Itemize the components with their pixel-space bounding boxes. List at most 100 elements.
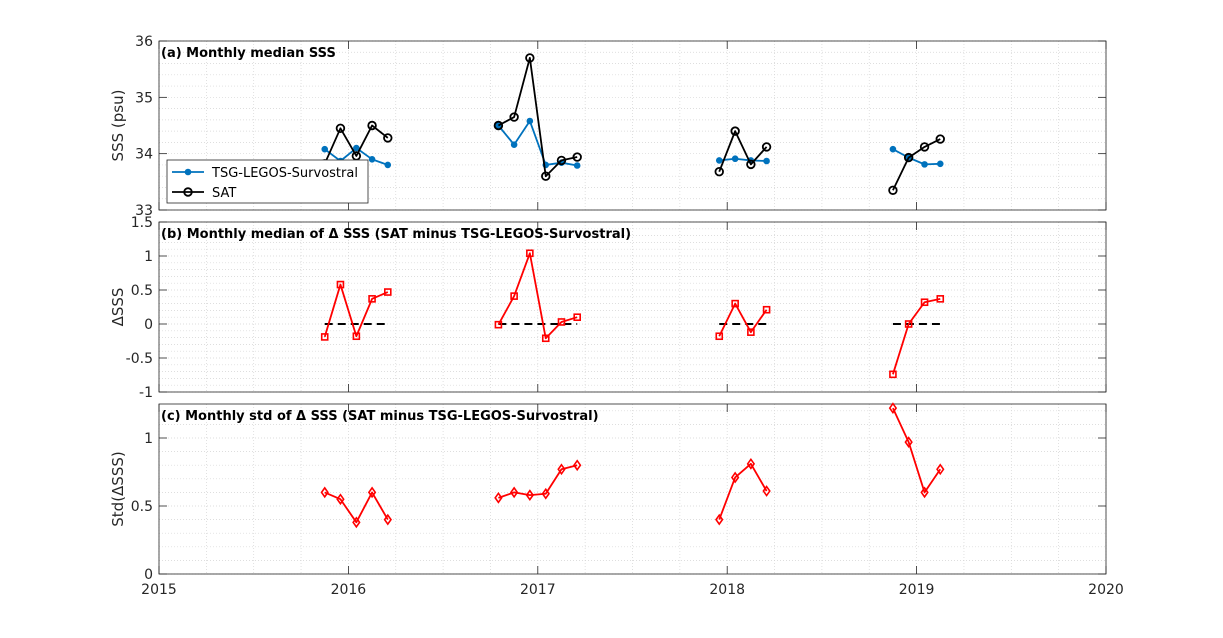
- data-point: [494, 491, 503, 504]
- series-series-1: [320, 249, 945, 379]
- panel-title: (a) Monthly median SSS: [161, 46, 336, 61]
- data-point: [541, 171, 551, 181]
- y-axis-label: Std(ΔSSS): [109, 451, 127, 526]
- series-line: [323, 124, 389, 165]
- data-point: [920, 486, 929, 499]
- data-point: [493, 120, 504, 131]
- data-point: [383, 513, 392, 526]
- data-point: [903, 152, 914, 163]
- x-tick-label: 2015: [141, 582, 177, 598]
- y-tick-label: 35: [135, 90, 153, 106]
- data-point: [761, 142, 772, 152]
- data-point: [509, 486, 519, 499]
- data-point: [904, 320, 913, 328]
- data-point: [919, 142, 930, 152]
- data-point: [367, 120, 377, 131]
- y-tick-label: -0.5: [126, 351, 153, 367]
- legend-swatch-marker: [183, 187, 193, 197]
- data-point: [715, 513, 724, 526]
- data-point: [747, 328, 755, 336]
- grid: [158, 404, 1107, 575]
- y-tick-label: 1.5: [131, 215, 153, 231]
- panel-c: 2015 2016 2017 2018 2019 2020 0 0.5 1 Std(ΔSSS) (c…: [109, 402, 1124, 598]
- data-point: [509, 112, 519, 122]
- data-point: [556, 155, 567, 166]
- x-tick-label: 2016: [331, 582, 367, 598]
- data-point: [730, 471, 740, 484]
- y-axis-label: SSS (psu): [109, 90, 127, 162]
- data-point: [525, 489, 535, 502]
- series-line: [718, 462, 768, 520]
- data-point: [557, 463, 566, 476]
- data-point: [573, 162, 581, 169]
- data-point: [888, 402, 898, 414]
- series-line: [497, 57, 578, 178]
- data-point: [889, 145, 897, 153]
- legend: TSG-LEGOS-Survostral SAT: [166, 159, 369, 204]
- data-point: [320, 486, 329, 499]
- x-tick-label: 2019: [899, 582, 935, 598]
- data-point: [368, 156, 376, 163]
- data-point: [921, 161, 928, 168]
- data-point: [572, 152, 582, 162]
- series-line: [892, 407, 942, 494]
- grid: [158, 221, 1107, 393]
- y-axis-label: ΔSSS: [109, 288, 127, 327]
- data-point: [731, 155, 739, 163]
- data-point: [510, 141, 518, 148]
- y-tick-label: 1: [144, 249, 153, 265]
- series-line: [892, 138, 941, 191]
- data-point: [746, 457, 756, 470]
- data-point: [714, 166, 724, 177]
- data-point: [368, 295, 376, 303]
- data-point: [384, 161, 392, 169]
- data-point: [762, 485, 771, 497]
- x-tick-label: 2018: [709, 582, 745, 598]
- legend-label: TSG-LEGOS-Survostral: [211, 166, 358, 181]
- y-tick-label: 34: [135, 147, 153, 163]
- data-point: [730, 126, 740, 136]
- data-point: [383, 288, 392, 296]
- panel-a: 33 34 35 36 SSS (psu) (a) Monthly median SSS T…: [109, 34, 1107, 219]
- data-point: [352, 332, 361, 341]
- data-point: [367, 486, 377, 499]
- legend-swatch-marker: [184, 168, 192, 176]
- axes-frame: [158, 403, 1107, 575]
- data-point: [352, 516, 361, 529]
- data-point: [715, 157, 723, 164]
- data-point: [573, 459, 582, 472]
- data-point: [936, 295, 945, 303]
- data-point: [494, 320, 503, 329]
- data-point: [763, 157, 770, 165]
- series-sat: [320, 53, 945, 195]
- series-line: [324, 491, 389, 524]
- y-tick-label: 36: [135, 34, 153, 50]
- data-point: [353, 144, 360, 152]
- series-line: [719, 157, 767, 162]
- legend-box: [166, 159, 369, 204]
- panel-b: -1 -0.5 0 0.5 1 1.5 ΔSSS (b) Monthly median of …: [109, 215, 1107, 401]
- x-tick-label: 2020: [1088, 582, 1124, 598]
- data-point: [715, 332, 724, 341]
- data-point: [510, 292, 518, 300]
- data-point: [383, 133, 393, 143]
- data-point: [762, 305, 771, 314]
- data-point: [746, 159, 756, 170]
- data-point: [541, 487, 550, 500]
- y-tick-label: 0: [144, 567, 153, 583]
- data-point: [525, 53, 535, 63]
- axes-frame: [158, 40, 1107, 211]
- data-point: [557, 318, 566, 326]
- series-tsg-legos-survostral: [321, 117, 944, 169]
- data-point: [920, 298, 929, 307]
- y-tick-label: 33: [135, 203, 153, 219]
- data-point: [336, 280, 345, 289]
- y-tick-label: 1: [144, 431, 153, 447]
- data-point: [526, 249, 534, 258]
- y-tick-label: 0.5: [131, 283, 153, 299]
- series-line: [323, 283, 389, 338]
- data-point: [936, 160, 944, 168]
- series-line: [718, 130, 768, 173]
- data-point: [526, 117, 534, 125]
